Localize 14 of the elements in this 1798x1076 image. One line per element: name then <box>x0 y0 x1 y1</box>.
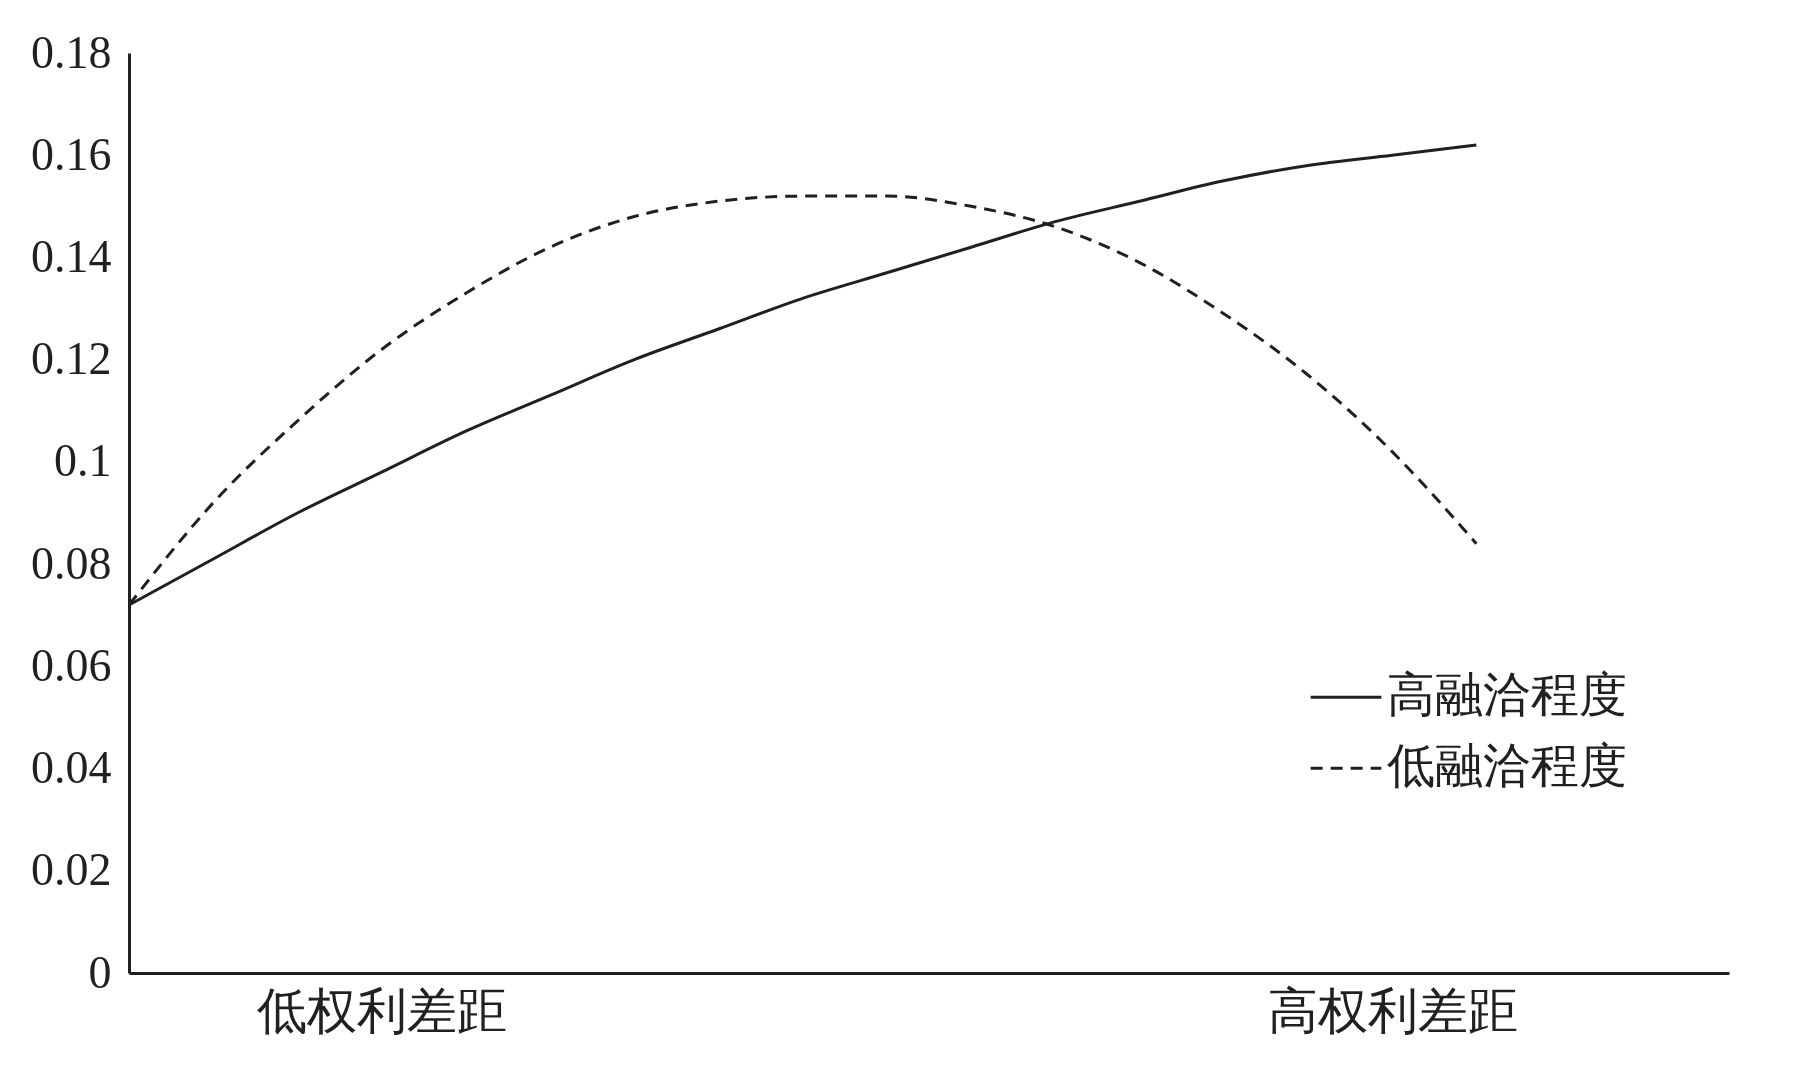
y-tick-label: 0.04 <box>31 742 112 794</box>
x-tick-label: 低权利差距 <box>257 982 508 1039</box>
y-tick-label: 0 <box>88 946 112 998</box>
y-tick-label: 0.18 <box>31 26 112 78</box>
x-tick-label: 高权利差距 <box>1267 982 1518 1039</box>
legend-label: 高融洽程度 <box>1387 668 1627 722</box>
y-tick-label: 0.1 <box>54 435 112 487</box>
y-tick-label: 0.08 <box>31 537 112 589</box>
y-tick-label: 0.06 <box>31 639 112 691</box>
y-tick-label: 0.02 <box>31 844 112 896</box>
legend-label: 低融洽程度 <box>1387 739 1627 793</box>
y-tick-label: 0.12 <box>31 333 112 385</box>
y-tick-label: 0.16 <box>31 128 112 180</box>
y-tick-label: 0.14 <box>31 230 112 282</box>
